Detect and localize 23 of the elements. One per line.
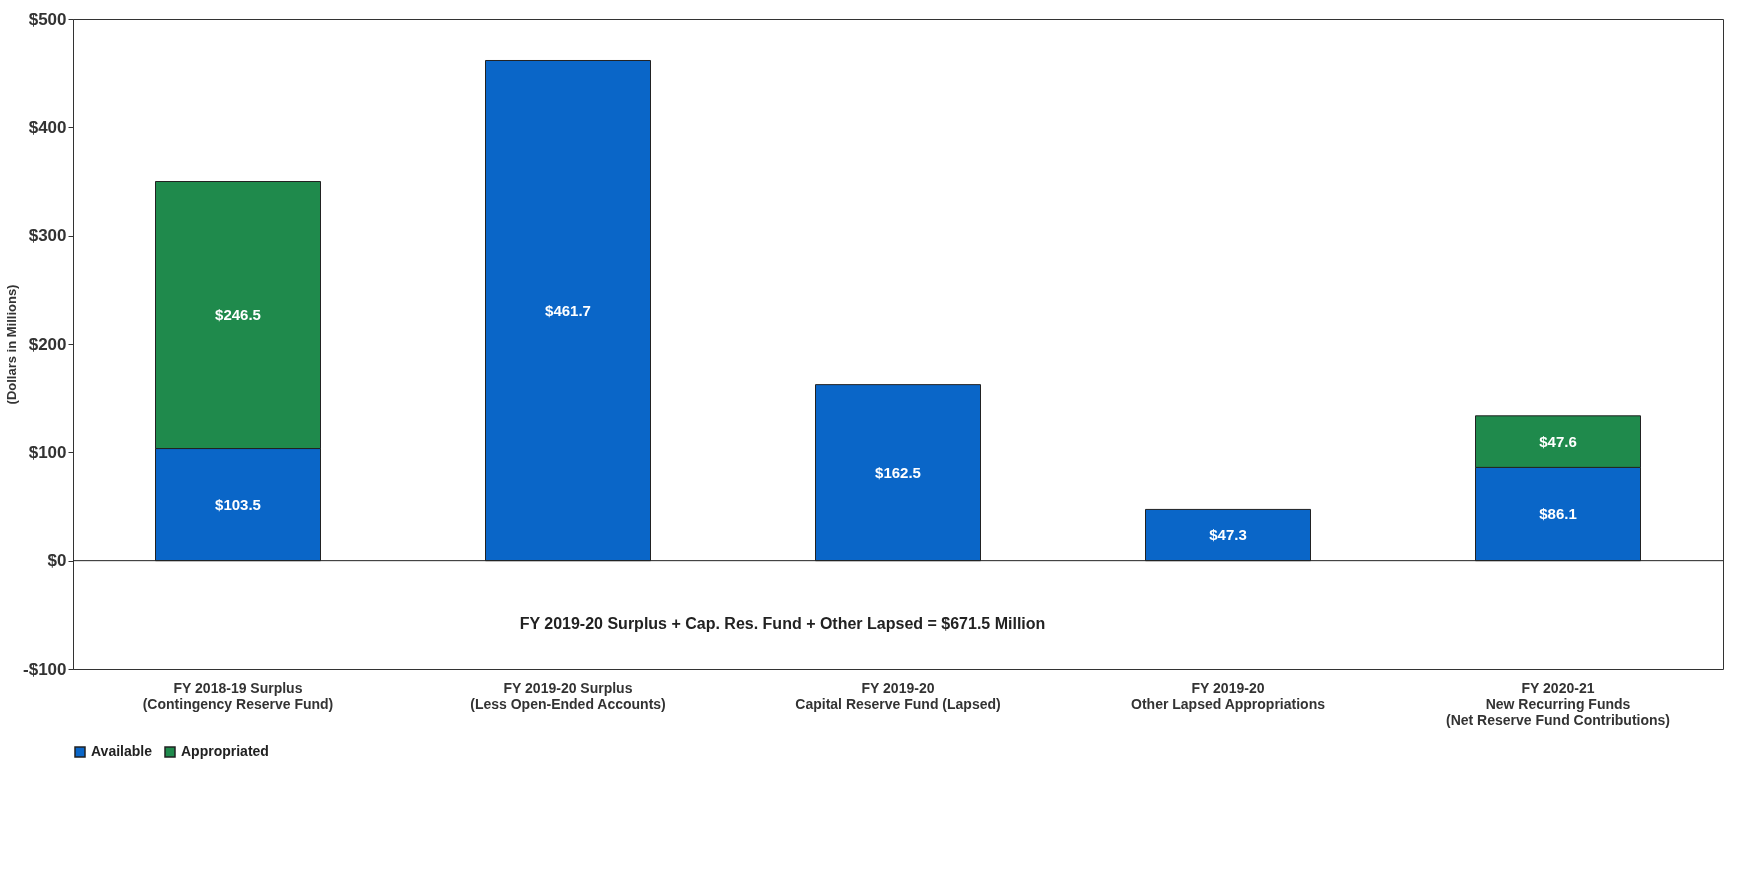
x-tick-label: FY 2018-19 Surplus (Contingency Reserve Fund) xyxy=(142,679,334,712)
x-tick-label: FY 2019-20 Surplus (Less Open-Ended Accounts) xyxy=(470,679,666,712)
y-tick-label: -$100 xyxy=(23,659,67,679)
y-tick-label: $400 xyxy=(28,117,67,137)
y-tick-label: $0 xyxy=(47,551,67,571)
x-tick-label: FY 2019-20 Other Lapsed Appropriations xyxy=(1131,679,1326,712)
y-tick-label: $200 xyxy=(28,334,67,354)
x-tick-label: FY 2020-21 New Recurring Funds (Net Reserve Fund Contributions) xyxy=(1445,679,1671,728)
data-label: $461.7 xyxy=(545,301,591,319)
y-tick-label: $500 xyxy=(28,9,67,29)
data-label: $162.5 xyxy=(875,463,921,481)
y-tick-label: $100 xyxy=(28,442,67,462)
data-label: $103.5 xyxy=(215,495,261,513)
annotation: FY 2019-20 Surplus + Cap. Res. Fund + Other Lapsed = $671.5 Million xyxy=(519,614,1046,632)
legend-label: Available xyxy=(91,743,153,759)
y-axis-title: (Dollars in Millions) xyxy=(4,284,20,405)
x-tick-label: FY 2019-20 Capital Reserve Fund (Lapsed) xyxy=(795,679,1001,712)
legend-label: Appropriated xyxy=(181,743,269,759)
data-label: $47.6 xyxy=(1539,432,1577,450)
data-label: $86.1 xyxy=(1539,505,1577,523)
y-tick-label: $300 xyxy=(28,226,67,246)
data-label: $246.5 xyxy=(215,306,261,324)
data-label: $47.3 xyxy=(1209,526,1247,544)
